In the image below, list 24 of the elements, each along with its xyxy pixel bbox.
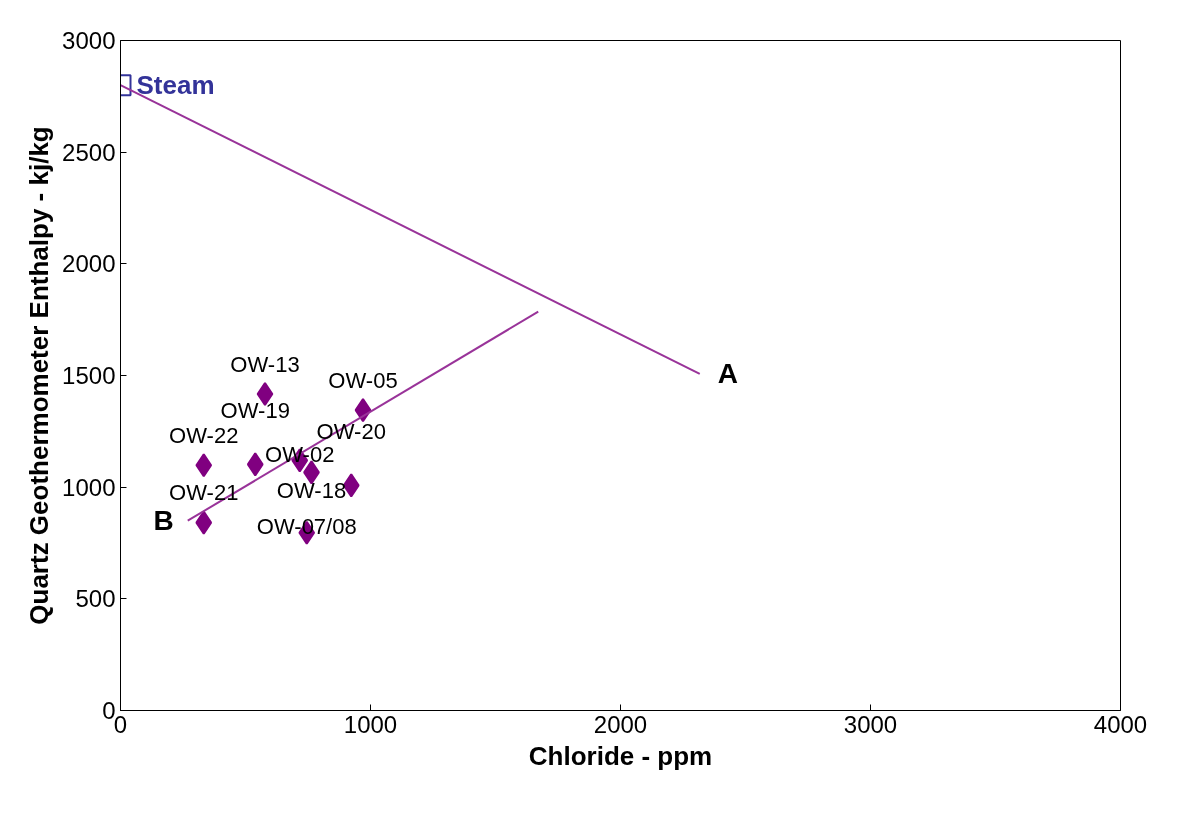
x-tick-label: 3000 <box>843 710 898 738</box>
y-tick-label: 1500 <box>62 362 116 389</box>
x-tick-label: 2000 <box>593 710 648 738</box>
point <box>195 453 213 478</box>
data-label: OW-22 <box>169 422 239 448</box>
data-label: Steam <box>136 70 215 101</box>
x-axis-title: Chloride - ppm <box>528 740 713 771</box>
x-tick-label: 1000 <box>343 710 398 738</box>
y-tick-label: 500 <box>75 585 116 613</box>
y-tick-label: 2000 <box>62 250 116 278</box>
data-label: OW-18 <box>276 477 347 503</box>
point <box>195 510 213 535</box>
y-axis-title: Quartz Geothermometer Enthalpy - kj/kg <box>24 126 55 625</box>
data-label: OW-21 <box>169 480 239 506</box>
data-label: OW-05 <box>328 367 398 393</box>
annotation: A <box>717 358 738 390</box>
y-tick-label: 1000 <box>62 473 116 501</box>
data-label: OW-19 <box>220 397 290 423</box>
annotation: B <box>153 505 174 537</box>
x-tick-label: 4000 <box>1093 710 1148 738</box>
y-tick-label: 3000 <box>62 27 116 54</box>
data-label: OW-13 <box>230 351 300 377</box>
y-tick-label: 2500 <box>62 138 116 166</box>
point <box>246 452 264 477</box>
